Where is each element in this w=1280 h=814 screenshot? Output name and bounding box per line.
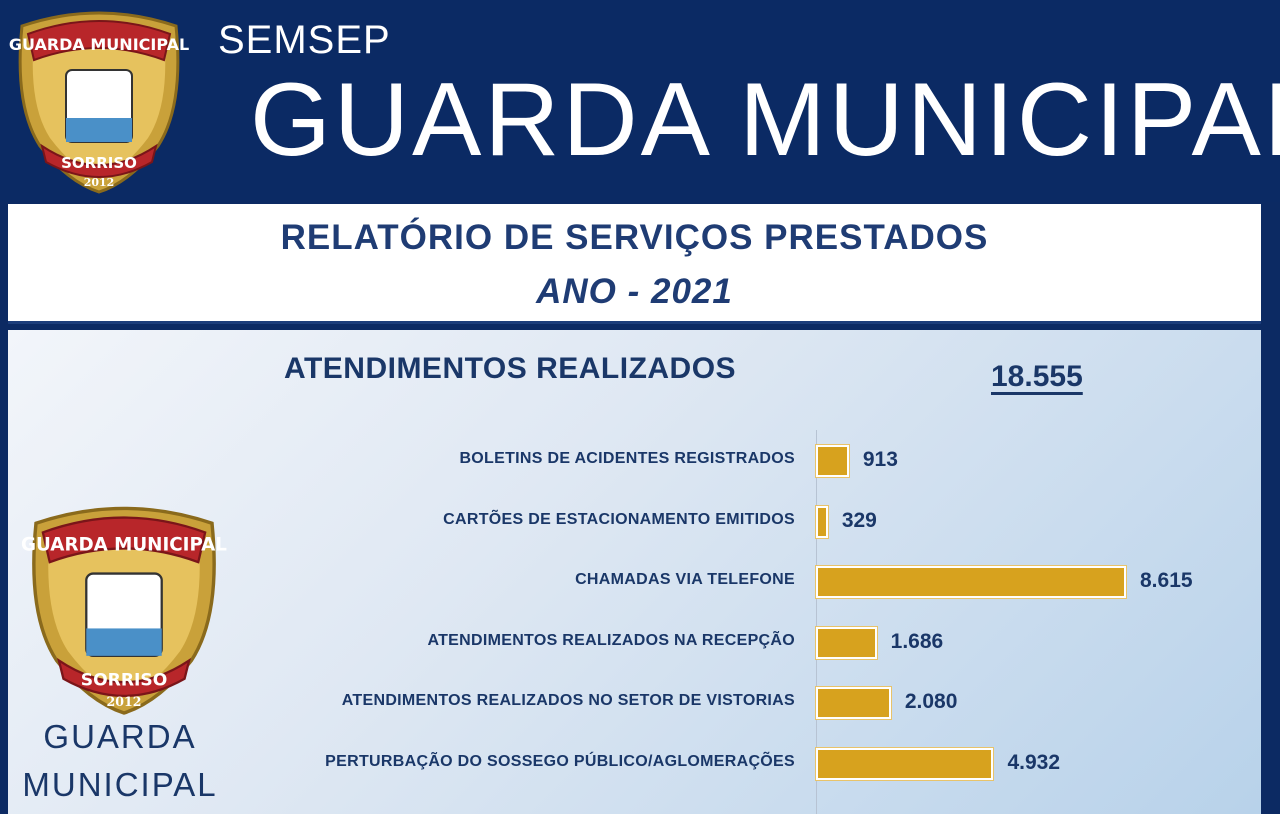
guarda-municipal-badge-top: GUARDA MUNICIPAL SORRISO 2012: [8, 6, 190, 196]
svg-text:2012: 2012: [84, 176, 115, 189]
data-label: 4.932: [1007, 750, 1061, 774]
bar: [816, 566, 1126, 598]
side-label-line1: GUARDA: [43, 718, 197, 755]
bar: [816, 505, 828, 538]
svg-text:SORRISO: SORRISO: [61, 154, 137, 172]
report-title: RELATÓRIO DE SERVIÇOS PRESTADOS: [280, 218, 989, 257]
svg-text:2012: 2012: [107, 694, 142, 709]
header-banner: GUARDA MUNICIPAL SORRISO 2012 SEMSEP GUA…: [0, 0, 1280, 202]
data-label: 2.080: [904, 690, 958, 713]
category-label: ATENDIMENTOS REALIZADOS NA RECEPÇÃO: [427, 631, 795, 649]
bar: [816, 747, 994, 780]
chart-axis-line: [816, 430, 817, 814]
report-title-band: RELATÓRIO DE SERVIÇOS PRESTADOS ANO - 20…: [8, 204, 1261, 324]
category-label: BOLETINS DE ACIDENTES REGISTRADOS: [459, 450, 795, 467]
data-label: 8.615: [1140, 569, 1193, 592]
org-name: SEMSEP: [218, 18, 391, 62]
report-year: ANO - 2021: [536, 272, 733, 311]
chart-title: ATENDIMENTOS REALIZADOS: [284, 352, 737, 385]
data-label: 913: [862, 448, 898, 471]
total-value: 18.555: [991, 360, 1083, 393]
svg-text:GUARDA MUNICIPAL: GUARDA MUNICIPAL: [9, 35, 189, 54]
category-label: CARTÕES DE ESTACIONAMENTO EMITIDOS: [443, 510, 795, 528]
bar: [816, 626, 877, 659]
svg-text:GUARDA MUNICIPAL: GUARDA MUNICIPAL: [21, 535, 227, 556]
side-label-line2: MUNICIPAL: [22, 766, 218, 803]
category-label: CHAMADAS VIA TELEFONE: [575, 571, 795, 588]
category-label: PERTURBAÇÃO DO SOSSEGO PÚBLICO/AGLOMERAÇ…: [325, 752, 795, 770]
bar: [816, 445, 849, 477]
page-title: GUARDA MUNICIPAL: [250, 62, 1280, 178]
bar: [816, 687, 891, 719]
category-label: ATENDIMENTOS REALIZADOS NO SETOR DE VIST…: [341, 692, 795, 709]
guarda-municipal-badge-side: GUARDA MUNICIPAL SORRISO 2012: [20, 500, 228, 718]
data-label: 1.686: [890, 629, 944, 653]
svg-text:SORRISO: SORRISO: [81, 671, 168, 691]
chart-panel: ATENDIMENTOS REALIZADOS 18.555 GUARDA MU…: [8, 330, 1261, 814]
data-label: 329: [841, 508, 877, 532]
